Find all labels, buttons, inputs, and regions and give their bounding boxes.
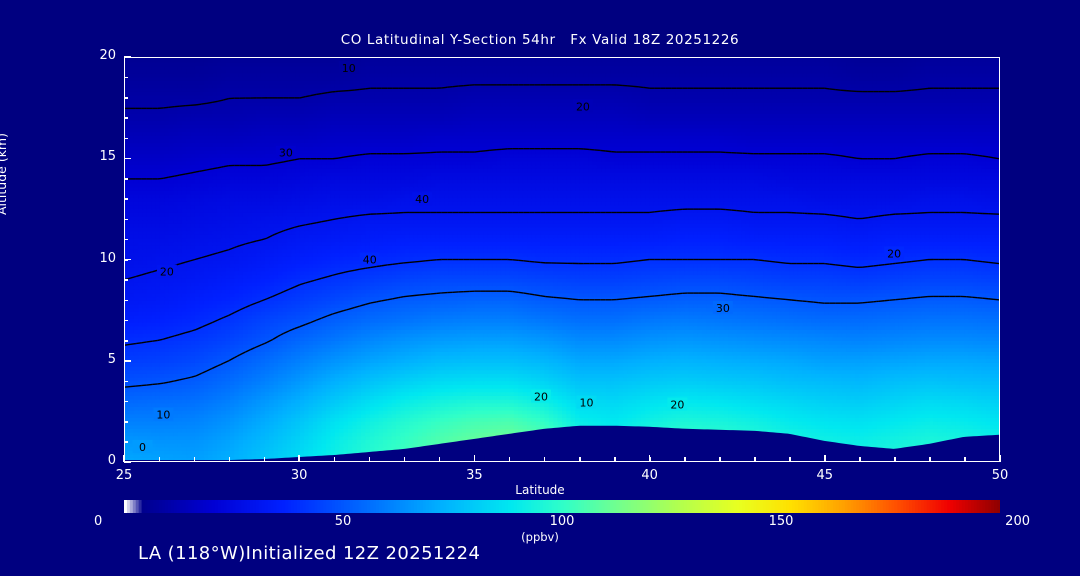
y-tick-minor xyxy=(124,218,128,220)
x-tick-minor xyxy=(684,457,686,462)
y-tick-label: 10 xyxy=(70,251,116,266)
x-tick-minor xyxy=(333,457,336,462)
colorbar-tick-label: 100 xyxy=(532,514,592,529)
x-tick-label: 50 xyxy=(970,468,1030,483)
y-tick-label: 5 xyxy=(70,352,116,367)
x-tick-minor xyxy=(824,457,826,462)
y-tick-minor xyxy=(124,461,128,463)
x-tick-minor xyxy=(403,457,406,462)
y-tick-minor xyxy=(124,198,128,200)
y-axis-label: Altitude (km) xyxy=(0,133,9,215)
x-tick-minor xyxy=(929,457,931,462)
x-tick-minor xyxy=(894,457,896,462)
y-tick-minor xyxy=(124,97,128,99)
colorbar-gradient xyxy=(124,500,1004,513)
x-tick-minor xyxy=(614,457,616,462)
y-tick-minor xyxy=(124,299,128,301)
x-tick-minor xyxy=(859,457,861,462)
x-tick-label: 40 xyxy=(620,468,680,483)
x-tick-minor xyxy=(719,457,721,462)
x-axis-label: Latitude xyxy=(0,483,1080,497)
y-tick-minor xyxy=(124,137,128,139)
colorbar-tick-label: 50 xyxy=(313,514,373,529)
y-tick-minor xyxy=(124,178,128,180)
x-tick-minor xyxy=(508,457,511,462)
x-tick-minor xyxy=(368,457,371,462)
y-tick-minor xyxy=(124,380,128,382)
x-tick-label: 30 xyxy=(269,468,329,483)
x-tick-minor xyxy=(438,457,441,462)
colorbar-tick-label: 150 xyxy=(751,514,811,529)
x-tick-label: 25 xyxy=(94,468,154,483)
y-tick-minor xyxy=(124,441,128,443)
x-tick-label: 35 xyxy=(444,468,504,483)
color-fill xyxy=(125,58,999,461)
x-tick-minor xyxy=(964,457,966,462)
x-tick-minor xyxy=(193,457,196,462)
colorbar-tick-label: 200 xyxy=(970,514,1030,529)
colorbar-unit-label: (ppbv) xyxy=(0,530,1080,544)
x-tick-minor xyxy=(789,457,791,462)
y-tick-minor xyxy=(124,360,128,362)
chart-title: CO Latitudinal Y-Section 54hr Fx Valid 1… xyxy=(0,32,1080,48)
x-tick-minor xyxy=(298,457,301,462)
y-tick-minor xyxy=(124,319,128,322)
y-tick-minor xyxy=(124,56,128,58)
x-tick-minor xyxy=(473,457,476,462)
contour-lines xyxy=(125,84,999,388)
colorbar-tick-label: 0 xyxy=(94,514,154,529)
y-tick-minor xyxy=(124,340,128,342)
y-tick-minor xyxy=(124,421,128,423)
x-tick-minor xyxy=(158,457,161,462)
y-tick-label: 15 xyxy=(70,149,116,164)
x-tick-minor xyxy=(754,457,756,462)
y-tick-minor xyxy=(124,238,128,241)
y-tick-minor xyxy=(124,76,128,79)
y-tick-minor xyxy=(124,279,128,281)
y-tick-label: 0 xyxy=(70,453,116,468)
y-tick-minor xyxy=(124,259,128,261)
y-tick-label: 20 xyxy=(70,48,116,63)
colorbar xyxy=(124,498,1004,513)
chart-caption: LA (118°W)Initialized 12Z 20251224 xyxy=(138,543,480,564)
x-tick-minor xyxy=(579,457,581,462)
x-tick-minor xyxy=(649,457,651,462)
x-tick-minor xyxy=(123,457,125,462)
y-tick-minor xyxy=(124,400,128,403)
x-tick-minor xyxy=(228,457,231,462)
x-tick-minor xyxy=(263,457,266,462)
x-tick-label: 45 xyxy=(795,468,855,483)
y-tick-minor xyxy=(124,157,128,160)
y-tick-minor xyxy=(124,117,128,119)
x-tick-minor xyxy=(999,457,1001,462)
plot-area: 10 20 30 40 40 30 20 20 10 20 20 10 0 xyxy=(124,57,1000,462)
x-tick-minor xyxy=(543,457,546,462)
terrain-mask xyxy=(125,425,999,461)
